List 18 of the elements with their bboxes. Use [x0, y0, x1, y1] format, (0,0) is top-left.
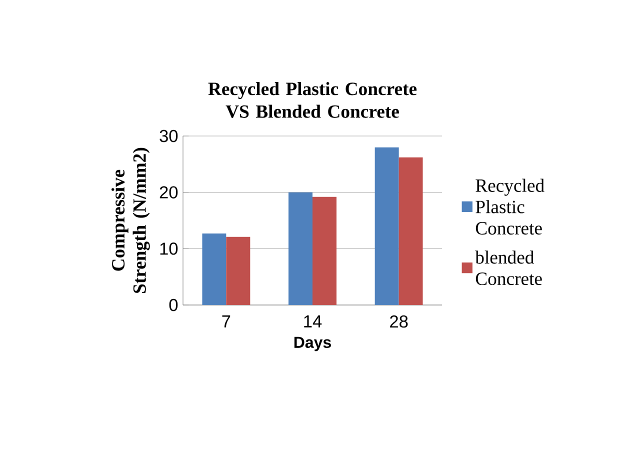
y-tick-label: 30 — [160, 130, 178, 142]
x-tick-label: 7 — [222, 315, 230, 328]
bar — [312, 196, 336, 305]
y-axis-title: Compressive Strength (N/mm2) — [111, 148, 150, 293]
x-tick-label: 14 — [304, 315, 322, 328]
legend-label: blended Concrete — [475, 250, 542, 286]
bar — [288, 192, 312, 305]
y-tick-label: 0 — [169, 298, 178, 312]
bar — [374, 147, 399, 305]
legend-label: Recycled Plastic Concrete — [476, 178, 544, 235]
bar — [202, 233, 226, 305]
x-tick-label: 28 — [390, 315, 408, 328]
x-axis-title: Days — [294, 336, 331, 352]
y-tick-label: 10 — [160, 242, 178, 255]
bar — [226, 236, 250, 305]
y-tick-label: 20 — [160, 186, 178, 198]
chart-title: Recycled Plastic Concrete VS Blended Concrete — [208, 82, 417, 118]
bar — [398, 157, 423, 305]
